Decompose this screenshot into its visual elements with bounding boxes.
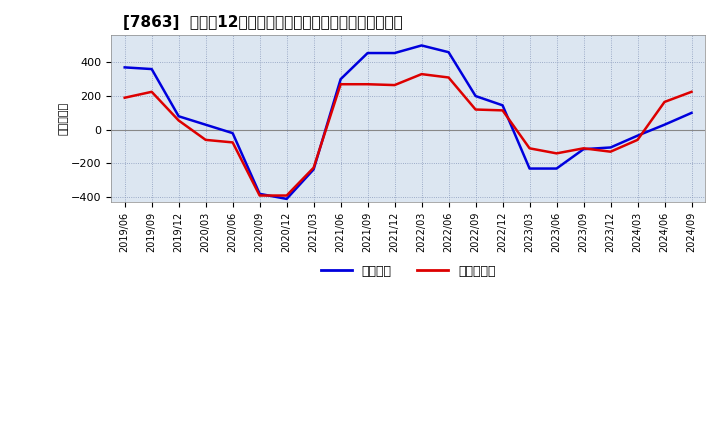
経常利益 <box>120 65 129 70</box>
当期純利益 <box>606 149 615 154</box>
経常利益 <box>444 50 453 55</box>
当期純利益 <box>364 81 372 87</box>
経常利益 <box>174 114 183 119</box>
当期純利益 <box>444 75 453 80</box>
経常利益 <box>472 93 480 99</box>
当期純利益 <box>202 137 210 143</box>
経常利益 <box>498 103 507 108</box>
経常利益 <box>282 196 291 202</box>
経常利益 <box>418 43 426 48</box>
経常利益 <box>202 122 210 127</box>
当期純利益 <box>282 193 291 198</box>
当期純利益 <box>148 89 156 95</box>
経常利益 <box>148 66 156 72</box>
当期純利益 <box>418 71 426 77</box>
当期純利益 <box>310 165 318 170</box>
当期純利益 <box>633 137 642 143</box>
経常利益 <box>687 110 696 116</box>
当期純利益 <box>120 95 129 100</box>
当期純利益 <box>660 99 669 105</box>
当期純利益 <box>687 89 696 95</box>
当期純利益 <box>228 140 237 145</box>
経常利益 <box>364 51 372 56</box>
Y-axis label: （百万円）: （百万円） <box>58 102 68 136</box>
経常利益 <box>552 166 561 171</box>
経常利益 <box>310 167 318 172</box>
Text: [7863]  利益の12か月移動合計の対前年同期増減額の推移: [7863] 利益の12か月移動合計の対前年同期増減額の推移 <box>123 15 402 30</box>
当期純利益 <box>498 108 507 113</box>
経常利益 <box>256 191 264 197</box>
経常利益 <box>336 77 345 82</box>
経常利益 <box>390 51 399 56</box>
経常利益 <box>660 122 669 127</box>
当期純利益 <box>525 146 534 151</box>
経常利益 <box>633 133 642 138</box>
当期純利益 <box>256 193 264 198</box>
Line: 当期純利益: 当期純利益 <box>125 74 691 195</box>
当期純利益 <box>390 82 399 88</box>
Line: 経常利益: 経常利益 <box>125 45 691 199</box>
当期純利益 <box>472 107 480 112</box>
経常利益 <box>606 145 615 150</box>
当期純利益 <box>174 118 183 123</box>
経常利益 <box>525 166 534 171</box>
経常利益 <box>579 147 588 152</box>
経常利益 <box>228 131 237 136</box>
当期純利益 <box>579 146 588 151</box>
当期純利益 <box>552 151 561 156</box>
Legend: 経常利益, 当期純利益: 経常利益, 当期純利益 <box>315 260 500 283</box>
当期純利益 <box>336 81 345 87</box>
